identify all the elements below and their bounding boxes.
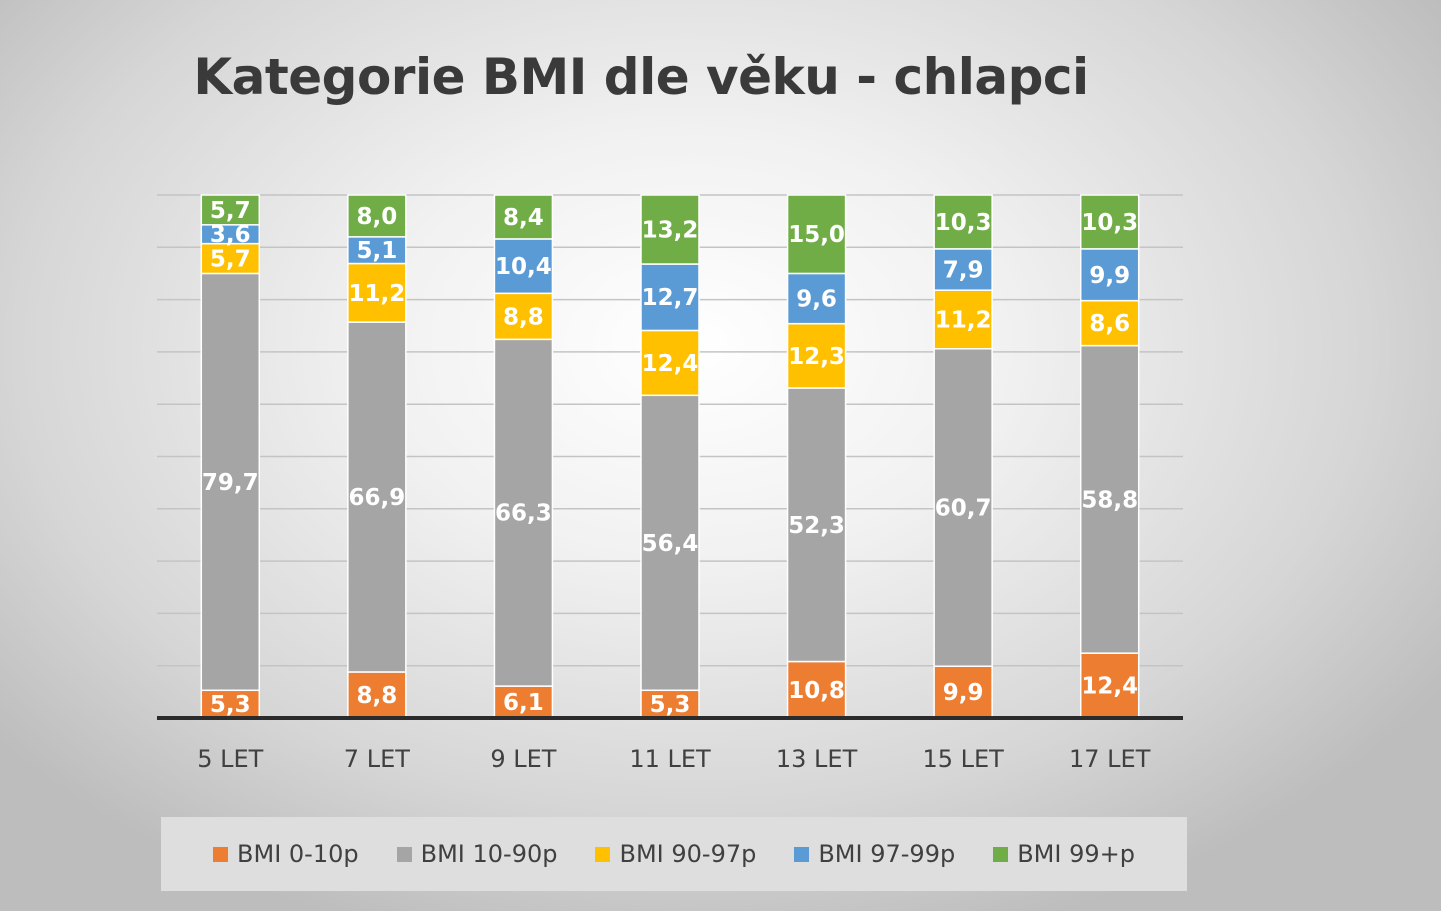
data-label-5-let-series-3: 5,7 (210, 247, 251, 273)
x-tick-label: 13 LET (776, 745, 858, 773)
bar-segment-11-let-series-3 (640, 329, 700, 397)
bar-segment-9-let-series-1 (493, 685, 554, 719)
bar-segment-15-let-series-1 (933, 665, 993, 719)
bar-segment-11-let-series-5 (640, 194, 700, 265)
data-label-11-let-series-4: 12,7 (642, 285, 699, 311)
data-label-9-let-series-3: 8,8 (503, 304, 544, 330)
data-label-7-let-series-1: 8,8 (356, 683, 397, 709)
bar-segment-7-let-series-2 (347, 321, 407, 673)
data-label-7-let-series-4: 5,1 (356, 238, 397, 264)
bar-segment-9-let-series-3 (493, 292, 554, 341)
legend-label: BMI 90-97p (619, 840, 757, 868)
data-label-15-let-series-2: 60,7 (935, 495, 992, 521)
legend-item-5: BMI 99+p (993, 840, 1135, 868)
data-label-13-let-series-4: 9,6 (796, 287, 837, 313)
legend-label: BMI 99+p (1017, 840, 1135, 868)
legend-swatch (794, 846, 810, 862)
x-tick-label: 7 LET (344, 745, 410, 773)
data-label-9-let-series-1: 6,1 (503, 690, 544, 716)
bar-segment-11-let-series-2 (640, 394, 700, 692)
legend-item-2: BMI 10-90p (396, 840, 558, 868)
legend-swatch (993, 846, 1009, 862)
bar-segment-5-let-series-2 (200, 272, 261, 692)
data-label-17-let-series-3: 8,6 (1089, 311, 1130, 337)
bar-segment-17-let-series-3 (1079, 299, 1140, 347)
x-tick-label: 15 LET (922, 745, 1004, 773)
data-label-13-let-series-3: 12,3 (788, 344, 845, 370)
legend-item-4: BMI 97-99p (794, 840, 955, 868)
data-label-11-let-series-2: 56,4 (642, 531, 699, 557)
bar-segment-9-let-series-2 (493, 338, 554, 687)
x-tick-label: 9 LET (490, 745, 556, 773)
legend-swatch (396, 846, 412, 862)
bar-segment-13-let-series-5 (786, 194, 847, 275)
data-label-11-let-series-3: 12,4 (642, 351, 699, 377)
bar-segment-7-let-series-5 (347, 194, 407, 238)
bar-segment-11-let-series-1 (640, 689, 700, 719)
bar-segment-15-let-series-4 (933, 248, 993, 291)
data-label-13-let-series-1: 10,8 (788, 678, 845, 704)
bar-segment-5-let-series-3 (200, 242, 261, 275)
chart-title: Kategorie BMI dle věku - chlapci (193, 48, 1089, 106)
bar-segment-5-let-series-5 (200, 194, 261, 226)
data-label-11-let-series-1: 5,3 (650, 692, 691, 718)
bar-segment-13-let-series-2 (786, 387, 847, 663)
bar-segment-15-let-series-2 (933, 348, 993, 667)
data-label-17-let-series-2: 58,8 (1081, 487, 1138, 513)
x-tick-label: 17 LET (1069, 745, 1151, 773)
x-tick-label: 11 LET (629, 745, 711, 773)
data-label-9-let-series-5: 8,4 (503, 205, 544, 231)
legend-label: BMI 10-90p (420, 840, 558, 868)
legend: BMI 0-10p BMI 10-90p BMI 90-97p BMI 97-99p B… (161, 817, 1187, 891)
data-label-17-let-series-5: 10,3 (1081, 210, 1138, 236)
bar-segment-13-let-series-4 (786, 272, 847, 325)
data-label-7-let-series-3: 11,2 (348, 281, 405, 307)
data-label-13-let-series-2: 52,3 (788, 513, 845, 539)
data-label-11-let-series-5: 13,2 (642, 218, 699, 244)
legend-swatch (213, 846, 229, 862)
bar-segment-15-let-series-5 (933, 194, 993, 250)
data-label-5-let-series-2: 79,7 (202, 470, 259, 496)
data-label-15-let-series-3: 11,2 (935, 307, 992, 333)
legend-swatch (595, 846, 611, 862)
data-label-9-let-series-2: 66,3 (495, 501, 552, 527)
data-label-5-let-series-5: 5,7 (210, 198, 251, 224)
legend-item-1: BMI 0-10p (213, 840, 359, 868)
bar-segment-17-let-series-2 (1079, 344, 1140, 654)
bar-segment-9-let-series-4 (493, 238, 554, 295)
data-label-5-let-series-4: 3,6 (210, 222, 251, 248)
data-label-15-let-series-1: 9,9 (943, 680, 984, 706)
bar-segment-7-let-series-1 (347, 671, 407, 719)
data-label-13-let-series-5: 15,0 (788, 222, 845, 248)
bar-segment-17-let-series-5 (1079, 194, 1140, 250)
data-label-17-let-series-1: 12,4 (1081, 674, 1138, 700)
legend-label: BMI 0-10p (237, 840, 359, 868)
legend-label: BMI 97-99p (818, 840, 956, 868)
bar-segment-7-let-series-4 (347, 236, 407, 265)
data-label-7-let-series-2: 66,9 (348, 485, 405, 511)
data-label-5-let-series-1: 5,3 (210, 692, 251, 718)
data-label-17-let-series-4: 9,9 (1089, 263, 1130, 289)
legend-item-3: BMI 90-97p (595, 840, 756, 868)
bar-segment-5-let-series-1 (200, 689, 261, 719)
data-label-7-let-series-5: 8,0 (356, 204, 397, 230)
x-tick-label: 5 LET (197, 745, 263, 773)
data-label-15-let-series-5: 10,3 (935, 210, 992, 236)
data-label-9-let-series-4: 10,4 (495, 254, 552, 280)
bar-segment-9-let-series-5 (493, 194, 554, 240)
data-label-15-let-series-4: 7,9 (943, 258, 984, 284)
